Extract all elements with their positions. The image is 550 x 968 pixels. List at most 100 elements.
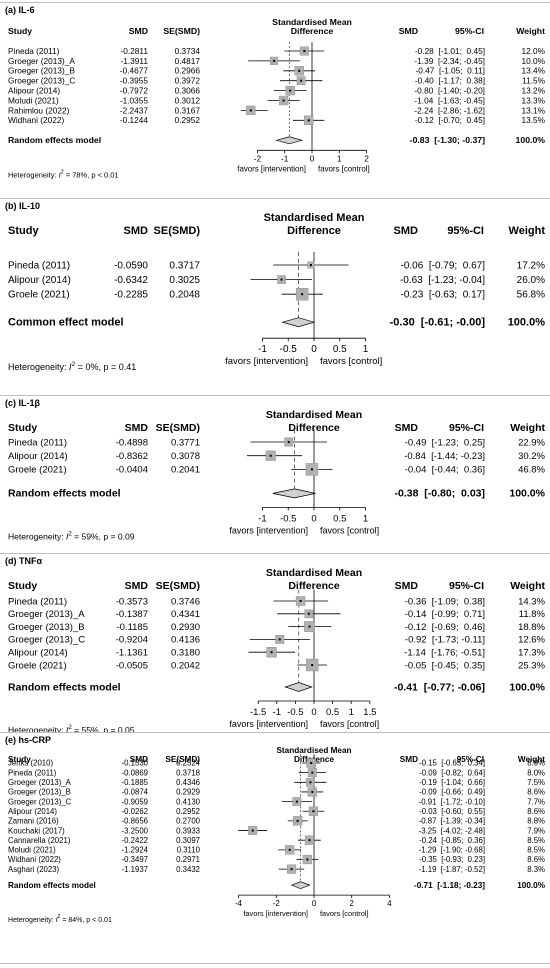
study-smd: -0.0505 — [116, 660, 148, 671]
heterogeneity-sup: 2 — [61, 169, 64, 175]
study-name: Groeger (2013)_C — [8, 635, 85, 646]
heterogeneity-prefix: Heterogeneity: — [8, 362, 69, 372]
study-smd: -0.6342 — [114, 275, 148, 286]
study-smd: -0.8362 — [116, 451, 148, 462]
study-smd: -0.3955 — [120, 76, 149, 86]
heterogeneity-i: I — [59, 170, 61, 179]
study-se: 0.3097 — [176, 836, 200, 845]
study-weight: 8.9% — [527, 759, 545, 768]
study-se: 0.3110 — [177, 846, 201, 855]
panel-label: (e) hs-CRP — [5, 735, 52, 745]
study-ci: -2.24 [-2.86; -1.62] — [414, 105, 485, 115]
study-weight: 25.3% — [518, 660, 545, 671]
study-se: 0.2042 — [171, 660, 200, 671]
pooled-weight: 100.0% — [516, 135, 546, 145]
study-ci: -0.23 [-0.63; 0.17] — [401, 290, 486, 301]
study-se: 0.4341 — [171, 609, 200, 620]
x-tick-label: 1 — [363, 513, 368, 524]
study-smd: -0.1387 — [116, 609, 148, 620]
header-line2: Difference — [288, 422, 340, 434]
pooled-label: Random effects model — [8, 681, 121, 693]
study-smd: -0.0874 — [122, 788, 149, 797]
study-name: Rahimlou (2022) — [8, 105, 70, 115]
heterogeneity-text: Heterogeneity: I2 = 78%, p < 0.01 — [8, 169, 119, 179]
heterogeneity-text: Heterogeneity: I2 = 84%, p < 0.01 — [8, 914, 112, 924]
study-se: 0.4130 — [176, 797, 201, 806]
pooled-label: Random effects model — [8, 881, 96, 890]
pooled-ci: -0.38 [-0.80; 0.03] — [395, 488, 485, 500]
study-smd: -1.3911 — [120, 56, 148, 66]
forest-panel-hscrp: (e) hs-CRP Standardised MeanDifferenceSt… — [0, 732, 550, 964]
study-se: 0.2930 — [171, 622, 200, 633]
study-ci: -0.80 [-1.40; -0.20] — [414, 86, 485, 96]
favors-left: favors [intervention] — [243, 909, 308, 918]
study-se: 0.3167 — [175, 105, 201, 115]
study-name: Pineda (2011) — [8, 768, 57, 777]
study-smd: -0.3573 — [116, 596, 148, 607]
study-weight: 30.2% — [518, 451, 545, 462]
col-smd-ci: SMD — [395, 580, 419, 592]
study-smd: -0.2285 — [114, 290, 148, 301]
favors-right: favors [control] — [318, 164, 370, 173]
study-name: Pineda (2011) — [8, 437, 67, 448]
study-weight: 8.5% — [527, 836, 545, 845]
x-tick-label: -1 — [258, 344, 267, 355]
study-name: Jenks (2010) — [8, 759, 53, 768]
col-smd-ci: SMD — [394, 225, 419, 237]
study-smd: -0.0404 — [116, 465, 148, 476]
heterogeneity-prefix: Heterogeneity: — [8, 917, 56, 924]
study-point — [301, 293, 304, 296]
col-study: Study — [8, 580, 37, 592]
study-point — [298, 69, 301, 72]
heterogeneity-i: I — [56, 917, 58, 924]
col-ci: 95%-CI — [447, 225, 484, 237]
study-name: Cannarella (2021) — [8, 836, 71, 845]
study-ci: -0.14 [-0.99; 0.71] — [405, 609, 485, 620]
heterogeneity-rest: = 0%, p = 0.41 — [75, 362, 136, 372]
study-se: 0.3078 — [171, 451, 200, 462]
study-smd: -0.2422 — [122, 836, 148, 845]
col-smd: SMD — [124, 225, 149, 237]
study-se: 0.3734 — [175, 46, 201, 56]
study-weight: 8.8% — [527, 817, 545, 826]
study-weight: 8.6% — [527, 788, 545, 797]
col-smd: SMD — [129, 26, 148, 36]
study-point — [307, 612, 310, 615]
study-weight: 18.8% — [518, 622, 545, 633]
study-point — [308, 839, 311, 842]
panel-label: (d) TNFα — [5, 556, 43, 566]
heterogeneity-text: Heterogeneity: I2 = 0%, p = 0.41 — [8, 361, 136, 372]
heterogeneity-i: I — [69, 362, 72, 372]
col-se: SE(SMD) — [165, 755, 200, 764]
x-tick-label: -0.5 — [287, 707, 303, 718]
study-ci: -0.19 [-1.04; 0.66] — [419, 778, 485, 787]
x-tick-label: -1 — [258, 513, 266, 524]
study-se: 0.2971 — [176, 855, 200, 864]
study-point — [273, 59, 276, 62]
col-se: SE(SMD) — [154, 225, 201, 237]
header-line2: Difference — [287, 225, 341, 237]
study-se: 0.3717 — [169, 261, 200, 272]
pooled-diamond — [284, 682, 313, 692]
study-point — [309, 781, 312, 784]
x-tick-label: 0 — [312, 899, 317, 908]
favors-left: favors [intervention] — [229, 719, 308, 729]
study-weight: 22.9% — [518, 437, 545, 448]
pooled-label: Common effect model — [8, 317, 124, 329]
favors-left: favors [intervention] — [237, 164, 306, 173]
col-study: Study — [8, 225, 39, 237]
pooled-diamond — [290, 881, 311, 890]
study-ci: -0.12 [-0.70; 0.45] — [415, 115, 485, 125]
forest-panel-tnfa: (d) TNFα Standardised Mean Difference Stud… — [0, 553, 550, 732]
col-smd-ci: SMD — [399, 26, 418, 36]
study-smd: -1.2924 — [122, 846, 149, 855]
study-se: 0.3718 — [176, 768, 200, 777]
study-weight: 14.3% — [518, 596, 545, 607]
study-smd: -0.4677 — [120, 66, 149, 76]
study-ci: -0.87 [-1.39; -0.34] — [419, 817, 485, 826]
pooled-ci: -0.71 [-1.18; -0.23] — [414, 881, 485, 890]
heterogeneity-rest: = 55%, p = 0.05 — [72, 725, 135, 732]
heterogeneity-sup: 2 — [72, 361, 76, 368]
